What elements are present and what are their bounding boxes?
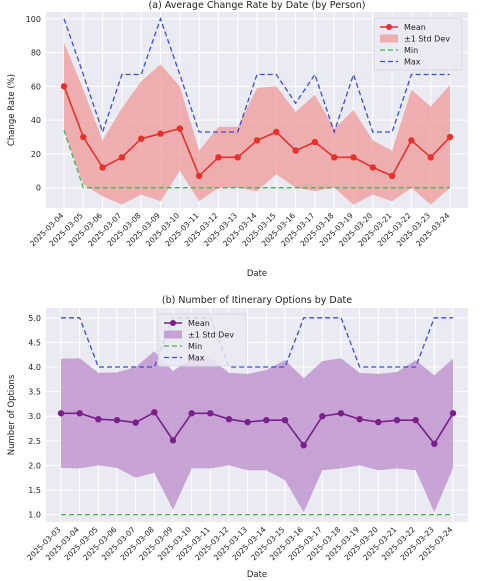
- mean-point: [244, 418, 251, 426]
- y-tick-label: 60: [31, 82, 41, 91]
- mean-point: [431, 440, 438, 447]
- mean-point: [57, 410, 65, 417]
- mean-point: [311, 138, 319, 146]
- mean-point: [253, 137, 261, 144]
- mean-point: [446, 133, 454, 141]
- y-axis-label: Change Rate (%): [7, 74, 17, 146]
- std-dev-band: [61, 351, 453, 513]
- y-tick-label: 80: [31, 49, 41, 58]
- y-tick-label: 3.0: [28, 412, 41, 421]
- max-line: [63, 16, 450, 135]
- mean-point: [337, 410, 345, 417]
- mean-point: [300, 442, 307, 449]
- legend-swatch-band: [380, 34, 398, 43]
- mean-point: [273, 128, 280, 136]
- y-tick-label: 2.5: [28, 437, 41, 446]
- mean-point: [207, 410, 214, 417]
- mean-point: [215, 154, 222, 161]
- y-tick-label: 100: [26, 15, 41, 24]
- y-tick-label: 1.0: [28, 511, 41, 520]
- mean-point: [132, 419, 139, 426]
- mean-point: [412, 416, 419, 424]
- mean-point: [60, 83, 68, 90]
- mean-point: [292, 147, 299, 154]
- y-tick-label: 1.5: [28, 486, 41, 495]
- mean-point: [95, 415, 102, 423]
- mean-point: [113, 416, 121, 424]
- legend-label: Max: [404, 58, 421, 67]
- mean-point: [176, 125, 183, 132]
- mean-point: [369, 164, 376, 171]
- y-tick-label: 40: [31, 116, 41, 125]
- mean-point: [234, 154, 241, 161]
- legend-swatch-band: [164, 330, 182, 339]
- mean-point: [80, 133, 87, 141]
- chart-title: (b) Number of Itinerary Options by Date: [162, 295, 352, 306]
- legend: Mean ±1 Std Dev Min Max: [157, 313, 247, 367]
- legend-label: Mean: [188, 319, 210, 328]
- mean-point: [393, 416, 401, 424]
- mean-point: [449, 410, 457, 417]
- x-axis-label: Date: [247, 269, 267, 279]
- legend-label: ±1 Std Dev: [188, 331, 234, 340]
- mean-point: [157, 130, 164, 137]
- mean-point: [138, 135, 145, 142]
- mean-point: [408, 137, 415, 144]
- legend-marker-mean: [386, 24, 392, 30]
- mean-point: [388, 172, 396, 180]
- y-tick-label: 4.5: [28, 338, 41, 347]
- legend-label: ±1 Std Dev: [404, 35, 450, 44]
- legend-label: Min: [188, 342, 202, 351]
- y-tick-label: 5.0: [28, 314, 41, 323]
- mean-point: [331, 154, 338, 161]
- legend-box: [157, 313, 247, 367]
- legend-label: Min: [404, 46, 418, 55]
- chart-change-rate: 0204060801002025-03-042025-03-052025-03-…: [7, 0, 468, 279]
- std-dev-band: [64, 42, 450, 205]
- mean-line: [61, 411, 454, 447]
- chart-title: (a) Average Change Rate by Date (by Pers…: [149, 0, 366, 11]
- mean-point: [151, 409, 158, 416]
- y-tick-label: 3.5: [28, 388, 41, 397]
- x-axis-label: Date: [247, 570, 267, 580]
- mean-point: [99, 164, 106, 171]
- legend: Mean ±1 Std Dev Min Max: [373, 17, 463, 71]
- mean-point: [350, 154, 357, 161]
- y-tick-label: 0: [36, 184, 41, 193]
- mean-point: [427, 154, 434, 161]
- y-tick-label: 2.0: [28, 461, 41, 470]
- min-line: [63, 130, 450, 189]
- y-tick-label: 20: [31, 150, 41, 159]
- mean-point: [356, 415, 363, 423]
- mean-point: [281, 416, 289, 424]
- mean-point: [319, 413, 326, 420]
- mean-point: [169, 437, 177, 444]
- mean-point: [118, 154, 126, 161]
- mean-point: [188, 410, 195, 417]
- y-tick-label: 4.0: [28, 363, 41, 372]
- mean-point: [263, 416, 270, 424]
- y-axis-label: Number of Options: [7, 374, 17, 455]
- legend-label: Max: [188, 354, 205, 363]
- legend-marker-mean: [170, 320, 176, 326]
- mean-point: [195, 172, 203, 180]
- mean-point: [76, 410, 83, 417]
- chart-itinerary-options: 1.01.52.02.53.03.54.04.55.02025-03-03202…: [7, 295, 468, 580]
- mean-point: [375, 418, 382, 426]
- mean-point: [225, 415, 233, 423]
- legend-box: [373, 17, 463, 71]
- legend-label: Mean: [404, 23, 426, 32]
- max-line: [61, 317, 453, 368]
